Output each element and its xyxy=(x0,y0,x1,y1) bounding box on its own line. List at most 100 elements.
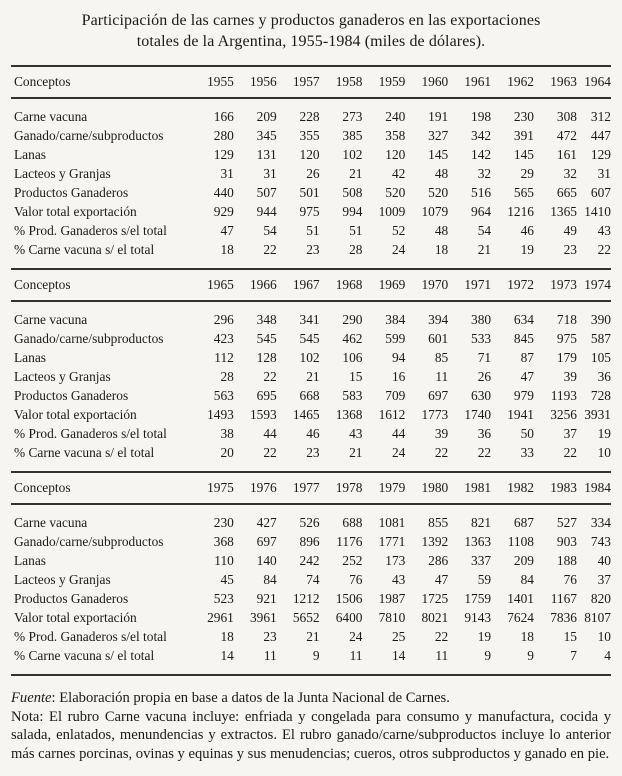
value-cell: 142 xyxy=(471,147,492,162)
year-header: 1963 xyxy=(534,65,577,99)
value-cell: 1009 xyxy=(378,204,406,219)
value-cell: 106 xyxy=(342,350,363,365)
row-label: Ganado/carne/subproductos xyxy=(14,534,164,549)
value-cell: 601 xyxy=(428,331,449,346)
value-cell: 1773 xyxy=(421,407,449,422)
row-label: Carne vacuna xyxy=(14,312,88,327)
year-header: 1961 xyxy=(448,65,492,99)
value-cell: 7810 xyxy=(378,610,406,625)
value-cell: 18 xyxy=(434,242,449,257)
value-cell: 845 xyxy=(513,331,534,346)
value-cell: 728 xyxy=(590,388,611,403)
value-cell: 33 xyxy=(520,445,534,460)
document-footer: Fuente: Elaboración propia en base a dat… xyxy=(11,689,611,763)
year-header: 1980 xyxy=(405,471,449,505)
value-cell: 380 xyxy=(471,312,492,327)
value-cell: 39 xyxy=(563,369,577,384)
value-cell: 22 xyxy=(263,242,277,257)
value-cell: 520 xyxy=(385,185,406,200)
row-label: Carne vacuna xyxy=(14,109,88,124)
year-header: 1962 xyxy=(491,65,534,99)
value-cell: 337 xyxy=(471,553,492,568)
row-label: Ganado/carne/subproductos xyxy=(14,128,164,143)
value-cell: 85 xyxy=(434,350,449,365)
value-cell: 368 xyxy=(213,534,234,549)
value-cell: 28 xyxy=(220,369,234,384)
table-row: Carne vacuna 230 427 526 688 1081 855 821 687 527… xyxy=(11,504,611,532)
value-cell: 51 xyxy=(306,223,320,238)
value-cell: 709 xyxy=(385,388,406,403)
value-cell: 25 xyxy=(391,629,406,644)
value-cell: 24 xyxy=(349,629,363,644)
value-cell: 1212 xyxy=(292,591,320,606)
value-cell: 7 xyxy=(534,646,577,676)
table-row: % Carne vacuna s/ el total 20 22 23 21 24 22 22… xyxy=(11,443,611,471)
value-cell: 903 xyxy=(556,534,577,549)
value-cell: 14 xyxy=(362,646,406,676)
value-cell: 2961 xyxy=(207,610,234,625)
value-cell: 821 xyxy=(471,515,492,530)
value-cell: 52 xyxy=(391,223,406,238)
value-cell: 50 xyxy=(520,426,534,441)
value-cell: 964 xyxy=(471,204,492,219)
value-cell: 1612 xyxy=(378,407,406,422)
value-cell: 110 xyxy=(214,553,234,568)
value-cell: 634 xyxy=(513,312,534,327)
value-cell: 5652 xyxy=(292,610,320,625)
year-header: 1973 xyxy=(534,268,577,302)
value-cell: 36 xyxy=(597,369,611,384)
value-cell: 472 xyxy=(556,128,577,143)
year-header: 1978 xyxy=(319,471,363,505)
value-cell: 31 xyxy=(263,166,277,181)
table-row: Lacteos y Granjas 28 22 21 15 16 11 26 47 39 36 xyxy=(11,367,611,386)
value-cell: 516 xyxy=(471,185,492,200)
value-cell: 120 xyxy=(299,147,320,162)
table-row: % Prod. Ganaderos s/el total 38 44 46 43 44 39… xyxy=(11,424,611,443)
value-cell: 583 xyxy=(342,388,363,403)
value-cell: 3961 xyxy=(249,610,277,625)
value-cell: 385 xyxy=(342,128,363,143)
source-line: Fuente: Elaboración propia en base a dat… xyxy=(11,689,611,708)
value-cell: 102 xyxy=(299,350,320,365)
year-header: 1958 xyxy=(319,65,363,99)
value-cell: 994 xyxy=(342,204,363,219)
value-cell: 21 xyxy=(306,629,320,644)
value-cell: 20 xyxy=(220,445,234,460)
value-cell: 527 xyxy=(556,515,577,530)
value-cell: 979 xyxy=(513,388,534,403)
table-row: Productos Ganaderos 440 507 501 508 520 520 516… xyxy=(11,183,611,202)
table-row: Ganado/carne/subproductos 423 545 545 462 599… xyxy=(11,329,611,348)
value-cell: 44 xyxy=(391,426,406,441)
value-cell: 15 xyxy=(349,369,363,384)
title-line-2: totales de la Argentina, 1955-1984 (mile… xyxy=(136,33,486,50)
year-header: 1964 xyxy=(577,65,611,99)
value-cell: 24 xyxy=(391,242,406,257)
value-cell: 38 xyxy=(220,426,234,441)
value-cell: 179 xyxy=(556,350,577,365)
value-cell: 22 xyxy=(597,242,611,257)
value-cell: 21 xyxy=(349,166,363,181)
value-cell: 32 xyxy=(563,166,577,181)
value-cell: 975 xyxy=(556,331,577,346)
value-cell: 23 xyxy=(306,445,320,460)
value-cell: 46 xyxy=(306,426,320,441)
year-header: 1966 xyxy=(233,268,277,302)
value-cell: 630 xyxy=(471,388,492,403)
value-cell: 11 xyxy=(435,369,449,384)
value-cell: 128 xyxy=(256,350,277,365)
value-cell: 1368 xyxy=(335,407,363,422)
conceptos-header: Conceptos xyxy=(11,471,191,505)
conceptos-header: Conceptos xyxy=(11,268,191,302)
year-header: 1983 xyxy=(534,471,577,505)
table-row: Lacteos y Granjas 31 31 26 21 42 48 32 29 32 31 xyxy=(11,164,611,183)
value-cell: 599 xyxy=(385,331,406,346)
value-cell: 16 xyxy=(391,369,406,384)
value-cell: 28 xyxy=(349,242,363,257)
table-row: Productos Ganaderos 563 695 668 583 709 697 630… xyxy=(11,386,611,405)
value-cell: 587 xyxy=(590,331,611,346)
value-cell: 102 xyxy=(342,147,363,162)
row-label: Productos Ganaderos xyxy=(14,591,129,606)
table-row: Valor total exportación 1493 1593 1465 1368 1… xyxy=(11,405,611,424)
value-cell: 173 xyxy=(385,553,406,568)
value-cell: 166 xyxy=(213,109,234,124)
